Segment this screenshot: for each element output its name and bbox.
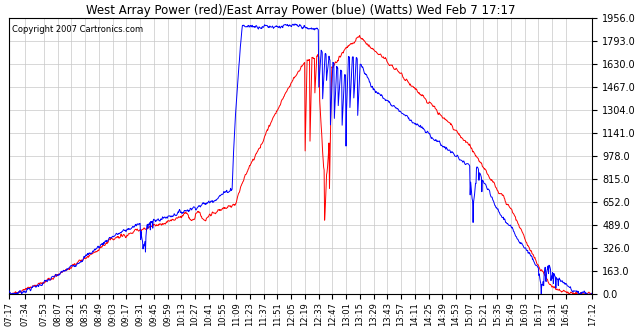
Title: West Array Power (red)/East Array Power (blue) (Watts) Wed Feb 7 17:17: West Array Power (red)/East Array Power …	[86, 4, 515, 17]
Text: Copyright 2007 Cartronics.com: Copyright 2007 Cartronics.com	[12, 25, 143, 34]
